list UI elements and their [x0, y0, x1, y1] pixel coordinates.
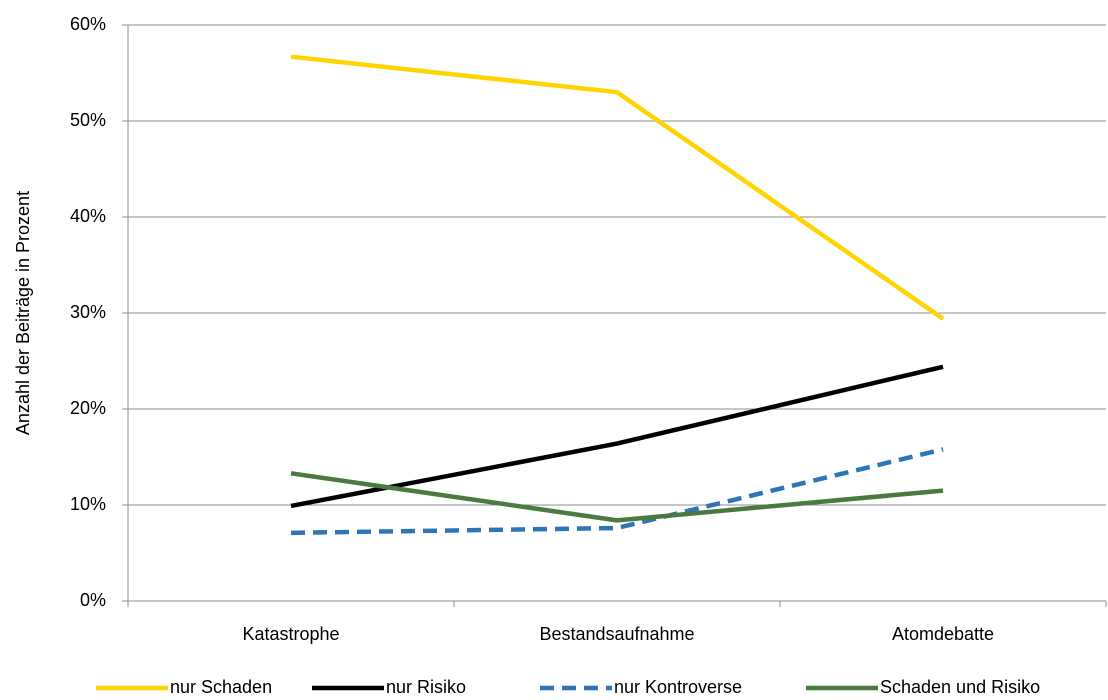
y-tick-label: 30% — [70, 302, 106, 322]
legend-label: Schaden und Risiko — [880, 677, 1040, 697]
y-tick-label: 40% — [70, 206, 106, 226]
y-tick-label: 0% — [80, 590, 106, 610]
series-line — [290, 471, 944, 523]
y-tick-label: 20% — [70, 398, 106, 418]
y-axis-label: Anzahl der Beiträge in Prozent — [13, 191, 33, 435]
y-tick-label: 10% — [70, 494, 106, 514]
x-tick-label: Katastrophe — [242, 624, 339, 644]
legend-label: nur Kontroverse — [614, 677, 742, 697]
series-line — [290, 54, 945, 321]
x-tick-label: Bestandsaufnahme — [539, 624, 694, 644]
y-tick-label: 60% — [70, 14, 106, 34]
legend-label: nur Risiko — [386, 677, 466, 697]
x-tick-label: Atomdebatte — [892, 624, 994, 644]
y-tick-label: 50% — [70, 110, 106, 130]
series-line — [290, 364, 944, 509]
legend-label: nur Schaden — [170, 677, 272, 697]
